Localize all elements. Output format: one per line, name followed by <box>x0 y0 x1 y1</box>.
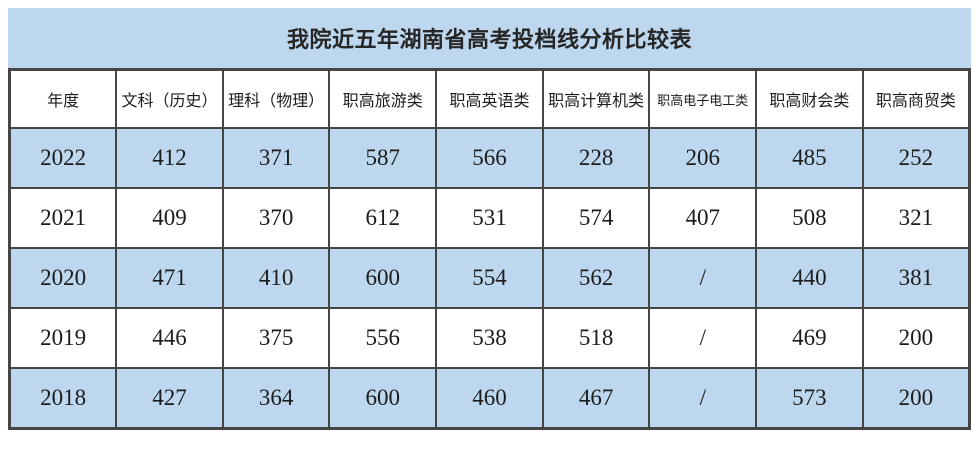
score-cell: / <box>648 307 758 369</box>
score-cell: 228 <box>541 127 651 189</box>
score-cell: 538 <box>435 307 544 369</box>
score-cell: 252 <box>861 127 971 189</box>
score-cell: 573 <box>755 367 864 430</box>
year-cell: 2020 <box>8 247 118 309</box>
col-header-vocational-english: 职高英语类 <box>435 68 544 129</box>
score-cell: 566 <box>435 127 544 189</box>
year-cell: 2021 <box>8 187 118 249</box>
score-cell: 469 <box>755 307 864 369</box>
score-cell: / <box>648 247 758 309</box>
table-row: 2020 471 410 600 554 562/440 381 <box>8 247 971 309</box>
col-header-vocational-commerce: 职高商贸类 <box>861 68 971 129</box>
score-cell: 375 <box>221 307 331 369</box>
score-cell: 587 <box>328 127 438 189</box>
score-cell: 574 <box>541 187 651 249</box>
year-cell: 2019 <box>8 307 118 369</box>
score-cell: 485 <box>755 127 864 189</box>
score-cell: 556 <box>328 307 438 369</box>
score-cell: 200 <box>861 367 971 430</box>
score-cell: 518 <box>541 307 651 369</box>
score-cell: 370 <box>221 187 331 249</box>
score-cell: 206 <box>648 127 758 189</box>
score-cell: 460 <box>435 367 544 430</box>
score-cell: 321 <box>861 187 971 249</box>
score-cell: 531 <box>435 187 544 249</box>
score-cell: 371 <box>221 127 331 189</box>
score-cell: 407 <box>648 187 758 249</box>
col-header-vocational-electronics: 职高电子电工类 <box>648 68 758 129</box>
table-row: 2019 446 375 556 538 518/469 200 <box>8 307 971 369</box>
score-cell: 409 <box>115 187 224 249</box>
score-cell: 600 <box>328 247 438 309</box>
col-header-vocational-tourism: 职高旅游类 <box>328 68 438 129</box>
score-cell: 381 <box>861 247 971 309</box>
col-header-science-physics: 理科（物理） <box>221 68 331 129</box>
score-cell: 508 <box>755 187 864 249</box>
score-cell: 562 <box>541 247 651 309</box>
score-cell: 554 <box>435 247 544 309</box>
table-row: 2021 409 370 612 531 574 407 508 321 <box>8 187 971 249</box>
score-cell: 600 <box>328 367 438 430</box>
year-cell: 2022 <box>8 127 118 189</box>
score-cell: 612 <box>328 187 438 249</box>
col-header-vocational-computer: 职高计算机类 <box>541 68 651 129</box>
col-header-year: 年度 <box>8 68 118 129</box>
table-row: 2018 427 364 600 460 467/573 200 <box>8 367 971 430</box>
score-cell: / <box>648 367 758 430</box>
score-cell: 200 <box>861 307 971 369</box>
table-body: 2022 412 371 587 566 228 206 485 252 2021 409 370 61… <box>8 127 971 430</box>
header-row: 年度 文科（历史） 理科（物理） 职高旅游类 职高英语类 职高计算机类 职高电子… <box>8 68 971 129</box>
col-header-liberal-arts-history: 文科（历史） <box>115 68 224 129</box>
score-cell: 412 <box>115 127 224 189</box>
score-cell: 440 <box>755 247 864 309</box>
score-cell: 427 <box>115 367 224 430</box>
table-row: 2022 412 371 587 566 228 206 485 252 <box>8 127 971 189</box>
col-header-vocational-accounting: 职高财会类 <box>755 68 864 129</box>
table-title: 我院近五年湖南省高考投档线分析比较表 <box>8 8 971 68</box>
year-cell: 2018 <box>8 367 118 430</box>
score-table-sheet: 我院近五年湖南省高考投档线分析比较表 年度 文科（历史） 理科（物理） 职高旅游… <box>8 8 971 430</box>
scores-table: 年度 文科（历史） 理科（物理） 职高旅游类 职高英语类 职高计算机类 职高电子… <box>8 68 971 430</box>
score-cell: 364 <box>221 367 331 430</box>
score-cell: 467 <box>541 367 651 430</box>
score-cell: 471 <box>115 247 224 309</box>
score-cell: 410 <box>221 247 331 309</box>
score-cell: 446 <box>115 307 224 369</box>
